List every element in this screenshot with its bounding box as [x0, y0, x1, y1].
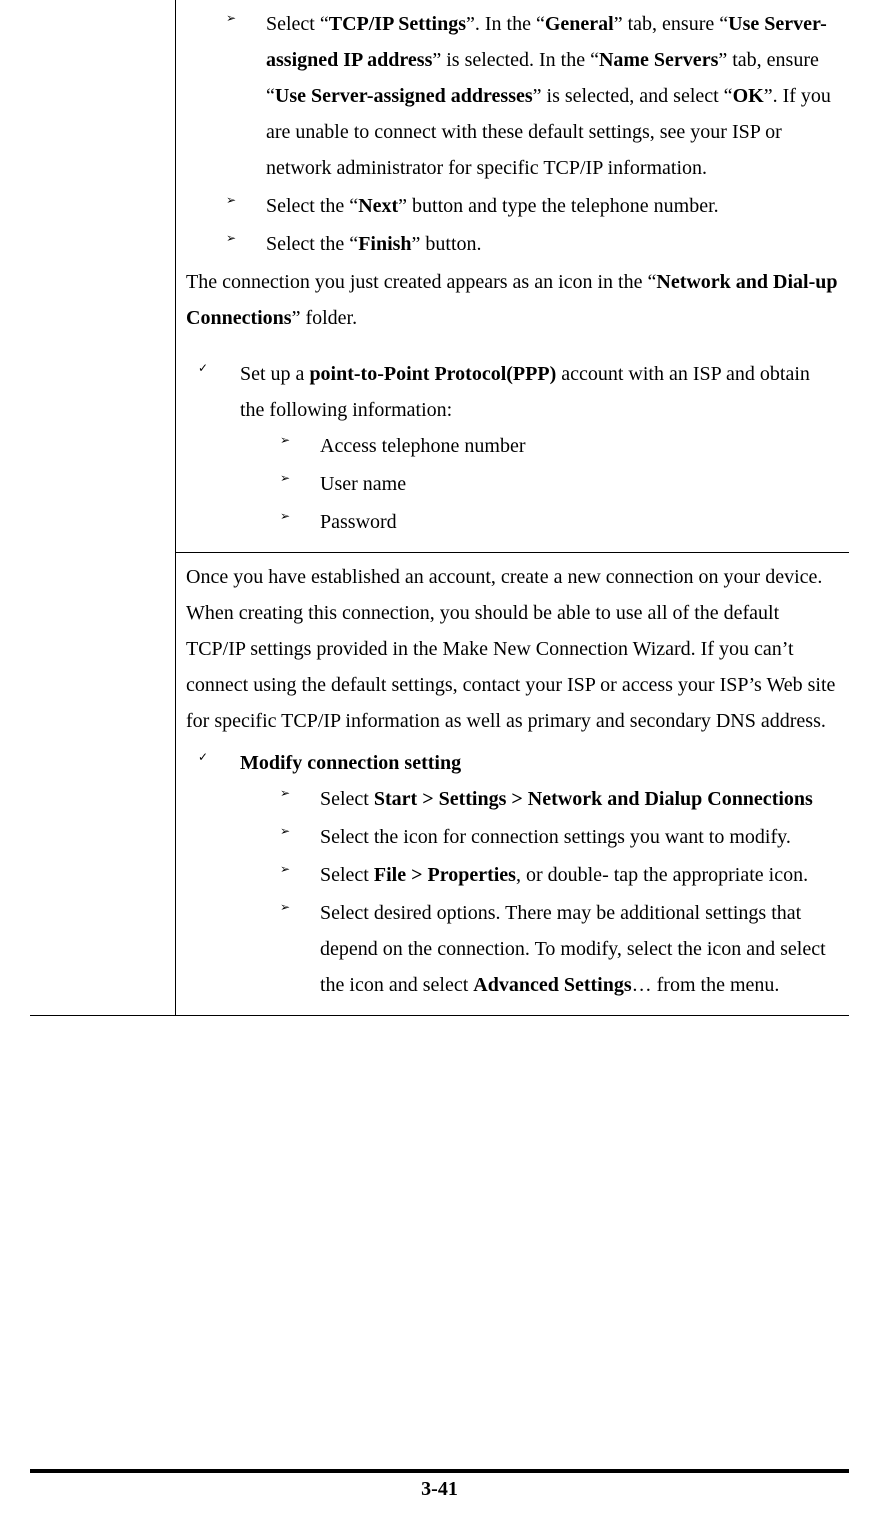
bullet-item: Select Start > Settings > Network and Di…	[280, 781, 839, 817]
bold-text: TCP/IP Settings	[329, 13, 466, 35]
modify-heading: Modify connection setting	[240, 752, 461, 774]
content-table: Select “TCP/IP Settings”. In the “Genera…	[30, 0, 849, 1016]
paragraph-connection-icon: The connection you just created appears …	[186, 264, 839, 336]
bold-text: Name Servers	[599, 49, 718, 71]
cell-top: Select “TCP/IP Settings”. In the “Genera…	[176, 0, 850, 553]
bullet-item: Select the icon for connection settings …	[280, 819, 839, 855]
nested-item: User name	[280, 466, 839, 502]
bullet-item: Select File > Properties, or double- tap…	[280, 857, 839, 893]
bullet-list-a: Select “TCP/IP Settings”. In the “Genera…	[186, 6, 839, 262]
bullet-item: Select the “Finish” button.	[226, 226, 839, 262]
check-item-modify: Modify connection setting Select Start >…	[198, 745, 839, 1003]
cell-bottom: Once you have established an account, cr…	[176, 553, 850, 1016]
bold-text: OK	[733, 85, 764, 107]
bold-text: point-to-Point Protocol(PPP)	[309, 363, 556, 385]
bold-text: Start > Settings > Network and Dialup Co…	[374, 788, 813, 810]
paragraph-account: Once you have established an account, cr…	[186, 559, 839, 739]
page-number: 3-41	[0, 1471, 879, 1507]
bullet-item: Select desired options. There may be add…	[280, 895, 839, 1003]
nested-list-1: Access telephone numberUser namePassword	[240, 428, 839, 540]
bold-text: File > Properties	[374, 864, 516, 886]
check-list-1: Set up a point-to-Point Protocol(PPP) ac…	[186, 356, 839, 540]
document-page: Select “TCP/IP Settings”. In the “Genera…	[0, 0, 879, 1529]
bullet-item: Select the “Next” button and type the te…	[226, 188, 839, 224]
bold-text: General	[545, 13, 614, 35]
bold-text: Finish	[358, 233, 411, 255]
nested-item: Password	[280, 504, 839, 540]
nested-item: Access telephone number	[280, 428, 839, 464]
bullet-list-b: Select Start > Settings > Network and Di…	[240, 781, 839, 1003]
bold-text: Use Server-assigned addresses	[275, 85, 533, 107]
bold-text: Next	[358, 195, 398, 217]
left-column	[30, 0, 176, 1016]
check-list-2: Modify connection setting Select Start >…	[186, 745, 839, 1003]
bold-text: Network and Dial-up Connections	[186, 271, 838, 329]
bold-text: Advanced Settings	[473, 974, 631, 996]
bullet-item: Select “TCP/IP Settings”. In the “Genera…	[226, 6, 839, 186]
check-item-ppp: Set up a point-to-Point Protocol(PPP) ac…	[198, 356, 839, 540]
